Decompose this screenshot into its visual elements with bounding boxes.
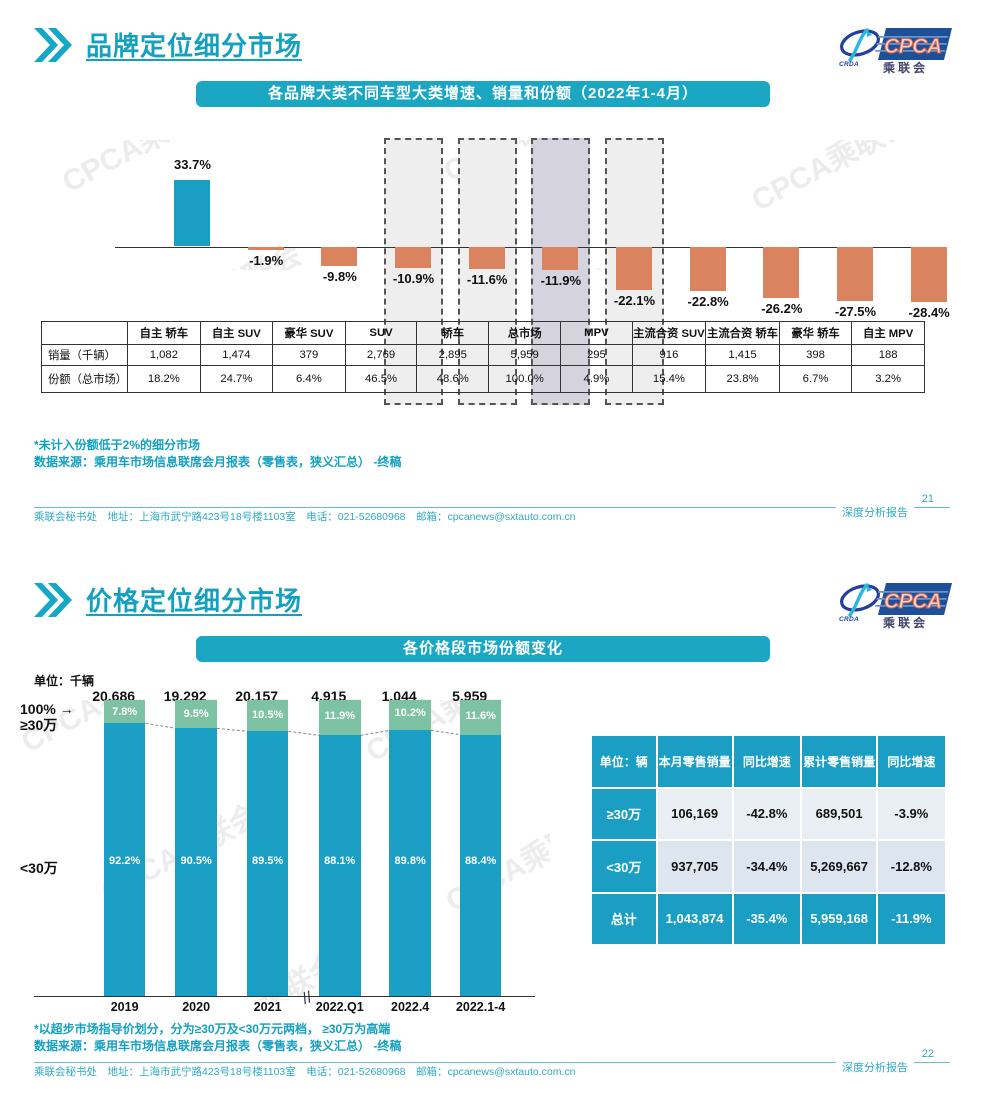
svg-text:CPCA: CPCA <box>884 590 942 613</box>
svg-text:CRDA: CRDA <box>839 616 859 623</box>
svg-text:乘联会: 乘联会 <box>882 615 928 630</box>
